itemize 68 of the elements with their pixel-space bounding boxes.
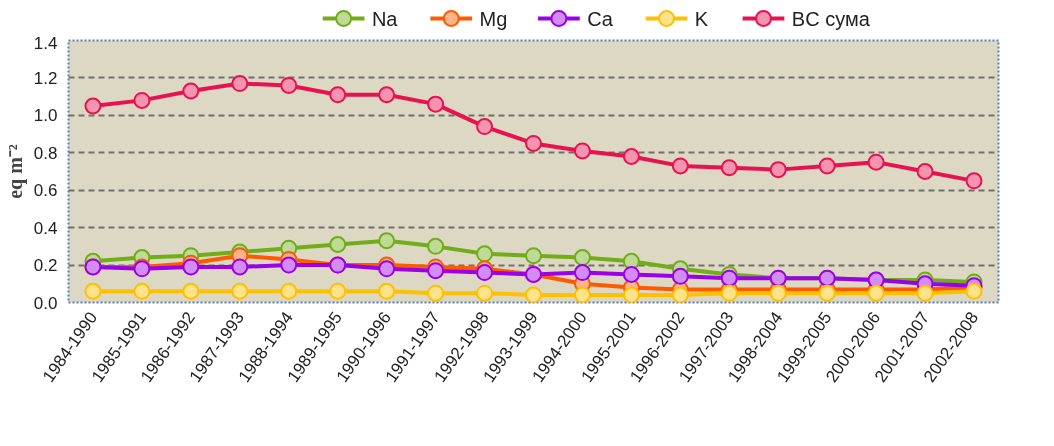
point — [720, 269, 738, 287]
point — [231, 258, 249, 276]
y-tick-label: 0.2 — [33, 256, 58, 276]
point — [720, 159, 738, 177]
point — [769, 161, 787, 179]
y-tick-label: 0.4 — [33, 218, 58, 238]
point — [378, 282, 396, 300]
point — [573, 286, 591, 303]
point — [525, 134, 542, 152]
point — [427, 237, 445, 255]
y-tick-label: 1.2 — [33, 68, 58, 88]
point — [916, 163, 934, 180]
point — [573, 142, 591, 160]
point — [525, 286, 542, 303]
point — [476, 245, 494, 263]
point — [378, 232, 396, 250]
point — [329, 282, 347, 300]
point — [769, 284, 787, 302]
y-tick-label: 0.0 — [33, 293, 58, 313]
point — [427, 95, 445, 113]
y-tick-label: 1.4 — [33, 33, 58, 53]
point — [965, 172, 983, 190]
point — [329, 86, 347, 104]
point — [965, 282, 983, 300]
point — [671, 267, 689, 285]
point — [476, 284, 494, 302]
point — [378, 260, 396, 278]
point — [818, 157, 836, 175]
point — [867, 284, 885, 302]
y-axis-title: eq m⁻² — [3, 144, 27, 199]
point — [916, 284, 934, 302]
point — [476, 264, 494, 282]
point — [427, 284, 445, 302]
point — [671, 157, 689, 175]
point — [280, 256, 298, 274]
point — [231, 282, 249, 300]
point — [280, 282, 298, 300]
y-tick-label: 1.0 — [33, 106, 58, 126]
point — [329, 236, 347, 253]
point — [573, 249, 591, 267]
legend-label: K — [694, 7, 709, 30]
point — [182, 282, 200, 300]
legend-label: BC сума — [791, 7, 871, 30]
point — [182, 258, 200, 276]
point — [133, 282, 151, 300]
point — [476, 118, 494, 136]
point — [622, 265, 640, 283]
legend-label: Mg — [479, 7, 508, 30]
legend-label: Na — [371, 7, 399, 30]
point — [525, 247, 542, 265]
point — [182, 82, 200, 100]
point — [84, 97, 102, 115]
y-tick-label: 0.8 — [33, 143, 58, 163]
point — [378, 86, 396, 104]
point — [573, 264, 591, 282]
point — [720, 284, 738, 302]
point — [133, 91, 151, 109]
y-tick-label: 0.6 — [33, 181, 58, 201]
point — [671, 286, 689, 303]
point — [84, 282, 102, 300]
point — [231, 75, 249, 93]
legend-label: Ca — [587, 7, 614, 30]
point — [818, 284, 836, 302]
point — [280, 76, 298, 94]
point — [427, 262, 445, 280]
point — [622, 148, 640, 166]
point — [622, 286, 640, 303]
point — [867, 153, 885, 171]
